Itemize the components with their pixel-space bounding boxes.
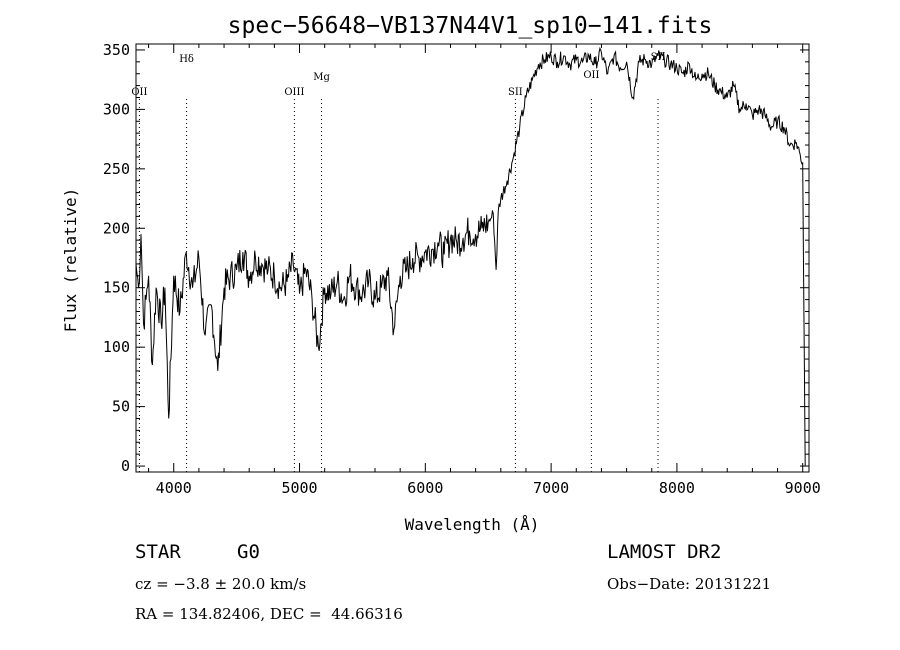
x-tick-label: 9000 [785,479,821,497]
chart-title: spec−56648−VB137N44V1_sp10−141.fits [228,13,713,39]
x-tick-label: 7000 [533,479,569,497]
object-class: STAR [135,541,181,563]
line-marker-label: SII [651,52,666,63]
line-marker-label: OIII [284,87,304,98]
y-tick-label: 250 [103,160,130,178]
y-tick-label: 100 [103,338,130,356]
redshift-text: cz = −3.8 ± 20.0 km/s [135,575,307,593]
x-tick-label: 6000 [407,479,443,497]
axis-ticks: 4000 5000 6000 7000 8000 9000 0 50 100 150 200 250 3… [103,41,821,497]
x-tick-label: 4000 [156,479,192,497]
y-tick-label: 50 [112,398,130,416]
line-markers: OII Hδ OIII Mg SII OII SII [131,52,665,472]
line-marker-label: Hδ [179,54,194,65]
plot-frame [135,43,810,473]
y-tick-label: 200 [103,219,130,237]
coords-text: RA = 134.82406, DEC = 44.66316 [135,605,403,623]
object-subclass: G0 [237,541,260,563]
spectrum-line [135,46,806,467]
y-tick-label: 300 [103,100,130,118]
x-tick-label: 5000 [281,479,317,497]
x-tick-label: 8000 [659,479,695,497]
line-marker-label: OII [583,70,599,81]
y-tick-label: 150 [103,279,130,297]
y-tick-label: 350 [103,41,130,59]
x-axis-label: Wavelength (Å) [405,515,540,534]
line-marker-label: Mg [313,72,330,83]
line-marker-label: SII [508,87,523,98]
survey-label: LAMOST DR2 [607,541,722,563]
obs-date-text: Obs−Date: 20131221 [607,575,772,593]
line-marker-label: OII [131,87,147,98]
y-tick-label: 0 [121,457,130,475]
y-axis-label: Flux (relative) [61,188,80,333]
